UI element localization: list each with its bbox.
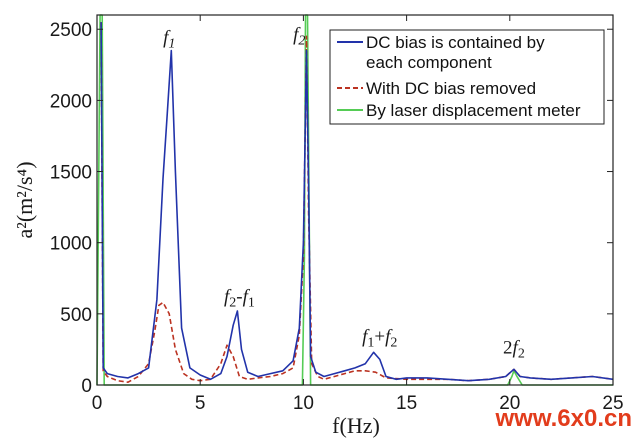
anno-f1: f1 (163, 27, 175, 51)
legend-box (329, 29, 605, 125)
y-axis-title: a²(m²/s⁴) (12, 161, 37, 238)
watermark: www.6x0.cn (495, 405, 633, 432)
x-axis-title: f(Hz) (332, 413, 380, 438)
x-tick-label: 20 (499, 393, 520, 414)
anno-f2-minus-f1: f2-f1 (224, 286, 255, 310)
x-tick-label: 5 (195, 393, 206, 414)
x-tick-label: 25 (602, 393, 623, 414)
series-line-dc-bias (100, 22, 614, 382)
axes-frame (96, 14, 614, 386)
series-line-dc-removed (100, 22, 614, 384)
y-tick-label: 2500 (50, 20, 92, 41)
legend-label-dc-bias-line1: DC bias is contained by (366, 33, 545, 52)
y-tick-label: 0 (81, 376, 92, 397)
peak-annotations: f1 f2 f2-f1 f1+f2 2f2 (163, 25, 525, 362)
anno-2f2: 2f2 (503, 338, 525, 362)
y-tick-label: 2000 (50, 91, 92, 112)
x-tick-label: 0 (92, 393, 103, 414)
y-tick-label: 1500 (50, 163, 92, 184)
x-tick-label: 10 (293, 393, 314, 414)
axes-layer: 0 5 10 15 20 25 0 500 1000 1500 2000 2500 (50, 14, 624, 414)
legend-label-laser: By laser displacement meter (366, 101, 581, 120)
x-tick-label: 15 (396, 393, 417, 414)
legend-label-dc-removed: With DC bias removed (366, 79, 536, 98)
y-tick-label: 1000 (50, 234, 92, 255)
y-tick-label: 500 (60, 305, 92, 326)
legend: DC bias is contained by each component W… (329, 29, 605, 125)
legend-label-dc-bias-line2: each component (366, 53, 492, 72)
anno-f2: f2 (293, 25, 305, 49)
anno-f1-plus-f2: f1+f2 (362, 326, 397, 350)
